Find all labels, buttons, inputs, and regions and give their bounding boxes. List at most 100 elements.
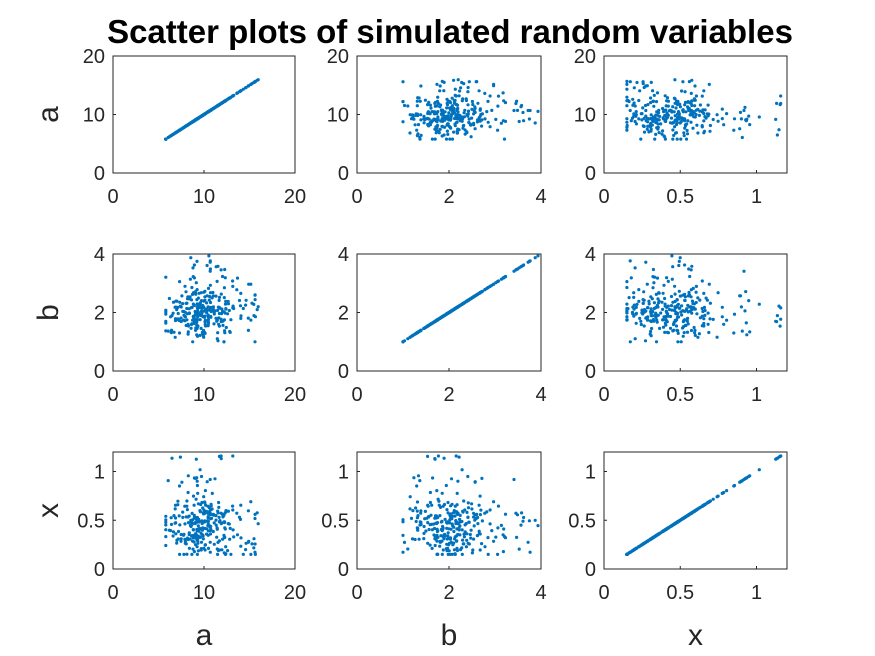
data-point xyxy=(203,500,207,504)
data-point xyxy=(452,548,456,552)
data-point xyxy=(253,340,257,344)
data-point xyxy=(250,542,254,546)
data-point xyxy=(215,104,219,108)
x-tick-label: 0 xyxy=(598,582,609,604)
data-point xyxy=(201,303,205,308)
data-point xyxy=(464,522,468,526)
data-point xyxy=(198,301,202,305)
panel-b-vs-b: 0 2 4 0 2 4 xyxy=(338,244,547,406)
data-point xyxy=(237,298,242,303)
data-point xyxy=(191,539,195,543)
data-point xyxy=(528,550,532,554)
data-point xyxy=(422,531,426,536)
data-point xyxy=(479,290,483,294)
data-point xyxy=(200,500,204,505)
data-point xyxy=(438,89,442,93)
data-point xyxy=(627,296,631,300)
data-point xyxy=(176,129,180,133)
data-point xyxy=(429,513,433,517)
data-point xyxy=(450,552,454,557)
data-point xyxy=(450,104,454,108)
data-point xyxy=(657,131,661,135)
data-point xyxy=(164,543,168,548)
data-point xyxy=(416,123,421,127)
data-point xyxy=(423,98,427,102)
data-point xyxy=(170,456,174,460)
data-point xyxy=(195,298,199,302)
data-point xyxy=(521,263,525,268)
data-point xyxy=(458,113,462,117)
data-point xyxy=(492,82,496,86)
data-point xyxy=(426,541,430,545)
data-point xyxy=(208,300,213,305)
data-point xyxy=(249,318,253,322)
data-point xyxy=(459,86,463,90)
data-point xyxy=(173,319,178,323)
data-point xyxy=(196,524,200,528)
data-point xyxy=(503,101,508,105)
data-point xyxy=(725,318,729,322)
data-point xyxy=(203,295,207,299)
data-point xyxy=(689,113,694,117)
data-point xyxy=(196,534,200,538)
data-point xyxy=(702,119,706,123)
data-point xyxy=(656,111,661,115)
data-point xyxy=(438,84,442,88)
data-point xyxy=(220,548,224,552)
data-point xyxy=(408,131,412,135)
data-point xyxy=(164,275,168,279)
data-point xyxy=(536,524,540,528)
data-point xyxy=(625,117,629,121)
data-point xyxy=(206,516,210,520)
data-point xyxy=(708,301,713,305)
data-point xyxy=(226,312,230,316)
data-point xyxy=(738,110,743,114)
data-point xyxy=(632,114,636,118)
data-point xyxy=(648,125,653,129)
data-point xyxy=(177,331,182,335)
data-point xyxy=(669,294,674,299)
data-point xyxy=(656,532,660,537)
data-point xyxy=(473,480,477,484)
data-point xyxy=(476,292,480,296)
data-point xyxy=(519,105,523,109)
data-point xyxy=(208,524,212,528)
data-point xyxy=(446,117,450,121)
data-point xyxy=(192,550,196,554)
data-point xyxy=(673,78,677,82)
y-tick-label: 0 xyxy=(94,361,105,383)
data-point xyxy=(652,93,656,97)
data-point xyxy=(419,113,423,117)
y-tick-label: 0 xyxy=(585,361,596,383)
data-point xyxy=(239,544,243,548)
data-point xyxy=(668,314,673,319)
data-point xyxy=(649,101,653,105)
data-point xyxy=(683,298,687,302)
data-point xyxy=(632,314,636,318)
data-point xyxy=(642,130,647,134)
data-point xyxy=(226,549,230,553)
x-tick-label: 0 xyxy=(107,186,118,208)
data-point xyxy=(181,302,185,306)
data-point xyxy=(199,114,204,118)
data-point xyxy=(466,501,470,505)
data-point xyxy=(670,254,674,258)
data-point xyxy=(527,117,532,121)
data-point xyxy=(463,132,467,136)
data-point xyxy=(647,302,651,306)
data-point xyxy=(428,543,432,547)
data-point xyxy=(216,339,220,343)
data-point xyxy=(189,326,193,330)
data-point xyxy=(228,330,232,334)
data-point xyxy=(536,109,540,113)
data-point xyxy=(661,307,665,311)
x-tick-label: 0.5 xyxy=(666,384,694,406)
data-point xyxy=(172,514,176,518)
data-point xyxy=(648,319,653,323)
data-point xyxy=(453,87,457,91)
data-point xyxy=(244,548,248,552)
data-point xyxy=(183,504,187,508)
data-point xyxy=(181,126,185,130)
data-point xyxy=(203,543,207,547)
col-label-a: a xyxy=(196,619,213,652)
